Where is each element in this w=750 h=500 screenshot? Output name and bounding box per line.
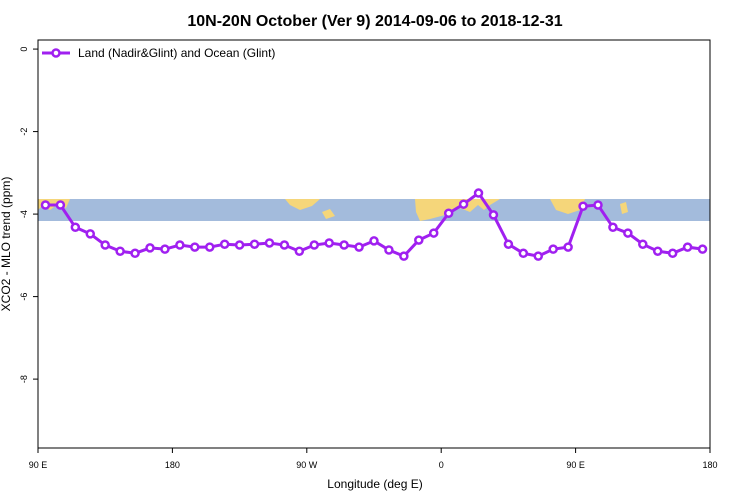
point [369, 236, 379, 246]
point [130, 248, 140, 259]
point [264, 238, 275, 248]
y-tick-label: -2 [19, 128, 29, 136]
point [339, 240, 349, 250]
point [309, 240, 320, 250]
y-tick-label: 0 [19, 47, 29, 52]
point [40, 200, 51, 210]
point [294, 246, 305, 256]
point [578, 201, 588, 212]
y-tick-label: -6 [19, 293, 29, 301]
point [667, 248, 678, 259]
point [697, 244, 708, 254]
point [458, 199, 469, 209]
point [190, 242, 200, 252]
point [279, 240, 290, 250]
point [563, 242, 573, 252]
point [55, 200, 66, 210]
x-tick-label: 180 [165, 460, 180, 470]
point [623, 228, 633, 238]
point [682, 242, 693, 252]
point [354, 242, 364, 252]
point [384, 245, 394, 255]
point [608, 222, 618, 233]
point [219, 239, 230, 249]
point [443, 208, 454, 219]
point [70, 222, 81, 233]
x-tick-label: 90 E [29, 460, 48, 470]
x-tick-label: 90 W [296, 460, 318, 470]
point [85, 229, 96, 239]
x-axis-label: Longitude (deg E) [327, 477, 422, 491]
x-tick-label: 180 [702, 460, 717, 470]
y-tick-label: -4 [19, 210, 29, 218]
point [488, 210, 499, 220]
legend-marker [51, 48, 61, 58]
point [100, 240, 110, 250]
point [503, 239, 514, 249]
point [414, 235, 424, 245]
point [160, 244, 170, 254]
y-tick-label: -8 [19, 375, 29, 383]
point [548, 244, 558, 254]
x-tick-label: 0 [439, 460, 444, 470]
point [204, 242, 215, 252]
chart-title: 10N-20N October (Ver 9) 2014-09-06 to 20… [187, 13, 562, 30]
point [518, 248, 529, 259]
point [324, 238, 334, 248]
map-band [38, 199, 710, 221]
y-axis-label: XCO2 - MLO trend (ppm) [0, 177, 13, 312]
point [473, 188, 484, 198]
point [399, 251, 409, 261]
point [175, 240, 185, 250]
point [428, 228, 439, 238]
point [249, 239, 260, 249]
point [638, 239, 648, 249]
point [593, 200, 603, 210]
point [533, 251, 544, 261]
x-tick-label: 90 E [566, 460, 585, 470]
point [145, 243, 155, 253]
point [234, 240, 245, 250]
legend-label: Land (Nadir&Glint) and Ocean (Glint) [78, 46, 275, 60]
point [652, 246, 663, 256]
plot-border [37, 39, 711, 449]
point [115, 246, 125, 256]
